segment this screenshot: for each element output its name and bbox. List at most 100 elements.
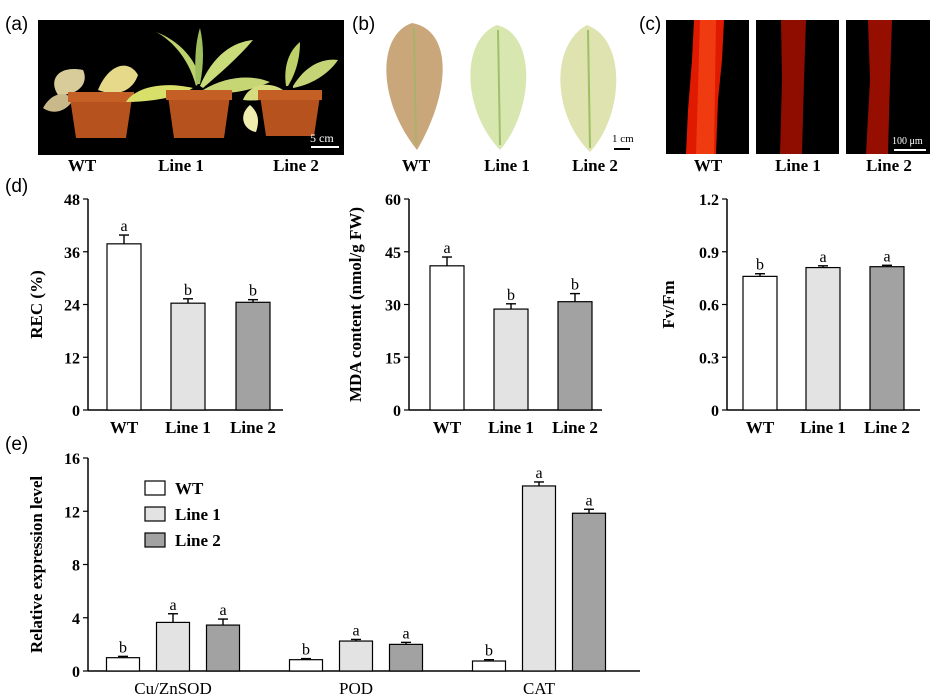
legend-swatch [144,506,166,522]
bar [288,659,324,672]
y-tick-label: 0.9 [699,245,719,262]
significance-letter: a [219,602,226,619]
legend-swatch [144,480,166,496]
significance-letter: b [485,643,493,660]
significance-letter: b [184,282,192,299]
y-tick-label: 48 [64,192,80,209]
significance-letter: a [535,465,542,482]
significance-letter: b [571,277,579,294]
significance-letter: a [169,597,176,614]
x-tick-label: Cu/ZnSOD [134,679,211,698]
bar [571,512,607,672]
significance-letter: b [302,642,310,659]
x-tick-label: Line 1 [488,418,534,437]
caption-a-line1: Line 1 [158,156,204,175]
caption-a-wt: WT [67,156,97,175]
y-tick-label: 8 [72,558,80,575]
caption-b-line2: Line 2 [572,156,618,175]
panel-label-a: (a) [5,14,29,35]
x-tick-label: Line 2 [864,418,910,437]
significance-letter: a [585,492,592,509]
bar [869,266,905,411]
y-tick-label: 60 [385,192,401,209]
y-tick-label: 16 [64,451,80,468]
caption-a-line2: Line 2 [273,156,319,175]
bar [471,660,507,672]
scale-label-c: 100 μm [892,136,923,147]
leaf-photo [372,20,634,155]
significance-letter: a [402,625,409,642]
significance-letter: a [883,248,890,265]
bar [235,301,271,411]
bar [557,301,593,411]
significance-letter: a [819,249,826,266]
x-tick-label: WT [433,418,462,437]
legend-label: Line 1 [175,505,221,524]
bar [429,265,465,411]
caption-c-line2: Line 2 [866,156,912,175]
y-axis-label: MDA content (nmol/g FW) [346,207,365,402]
y-tick-label: 45 [385,245,401,262]
y-tick-label: 30 [385,298,401,315]
y-tick-label: 15 [385,350,401,367]
x-tick-label: WT [746,418,775,437]
x-tick-label: WT [110,418,139,437]
x-tick-label: Line 1 [165,418,211,437]
y-tick-label: 1.2 [699,192,719,209]
bar [155,621,191,672]
y-tick-label: 0 [711,403,719,420]
y-axis-label: Fv/Fm [659,280,678,328]
significance-letter: b [756,257,764,274]
bar [170,302,206,411]
bar [105,657,141,672]
fluorescence-image-line2 [846,20,930,154]
y-tick-label: 4 [72,611,80,628]
scale-bar-c [894,149,926,151]
fluorescence-image-wt [666,20,749,154]
bar [805,266,841,411]
scale-bar-a [311,146,339,148]
bar [493,308,529,411]
legend-swatch [144,532,166,548]
x-tick-label: POD [339,679,373,698]
bar [388,643,424,672]
y-tick-label: 0 [393,403,401,420]
plant-photo [38,20,344,155]
scale-bar-b [614,148,630,150]
panel-label-c: (c) [639,14,662,35]
significance-letter: b [119,639,127,656]
scale-label-b: 1 cm [612,133,634,145]
caption-c-wt: WT [693,156,723,175]
scale-label-a: 5 cm [310,131,334,145]
y-tick-label: 0 [72,664,80,681]
bar [106,243,142,411]
y-tick-label: 36 [64,245,80,262]
panel-label-d: (d) [5,176,29,197]
legend-label: WT [175,479,204,498]
y-tick-label: 0 [72,403,80,420]
y-tick-label: 24 [64,298,80,315]
significance-letter: b [507,287,515,304]
y-tick-label: 0.3 [699,350,719,367]
y-tick-label: 12 [64,504,80,521]
panel-label-e: (e) [5,434,29,455]
x-tick-label: CAT [523,679,556,698]
y-axis-label: REC (%) [27,270,46,338]
panel-label-b: (b) [352,14,376,35]
x-tick-label: Line 2 [552,418,598,437]
y-axis-label: Relative expression level [27,476,46,653]
bar [205,624,241,672]
x-tick-label: Line 1 [800,418,846,437]
caption-c-line1: Line 1 [775,156,821,175]
significance-letter: b [249,283,257,300]
significance-letter: a [443,240,450,257]
y-tick-label: 12 [64,350,80,367]
y-tick-label: 0.6 [699,298,719,315]
fluorescence-image-line1 [756,20,839,154]
x-tick-label: Line 2 [230,418,276,437]
caption-b-wt: WT [401,156,431,175]
